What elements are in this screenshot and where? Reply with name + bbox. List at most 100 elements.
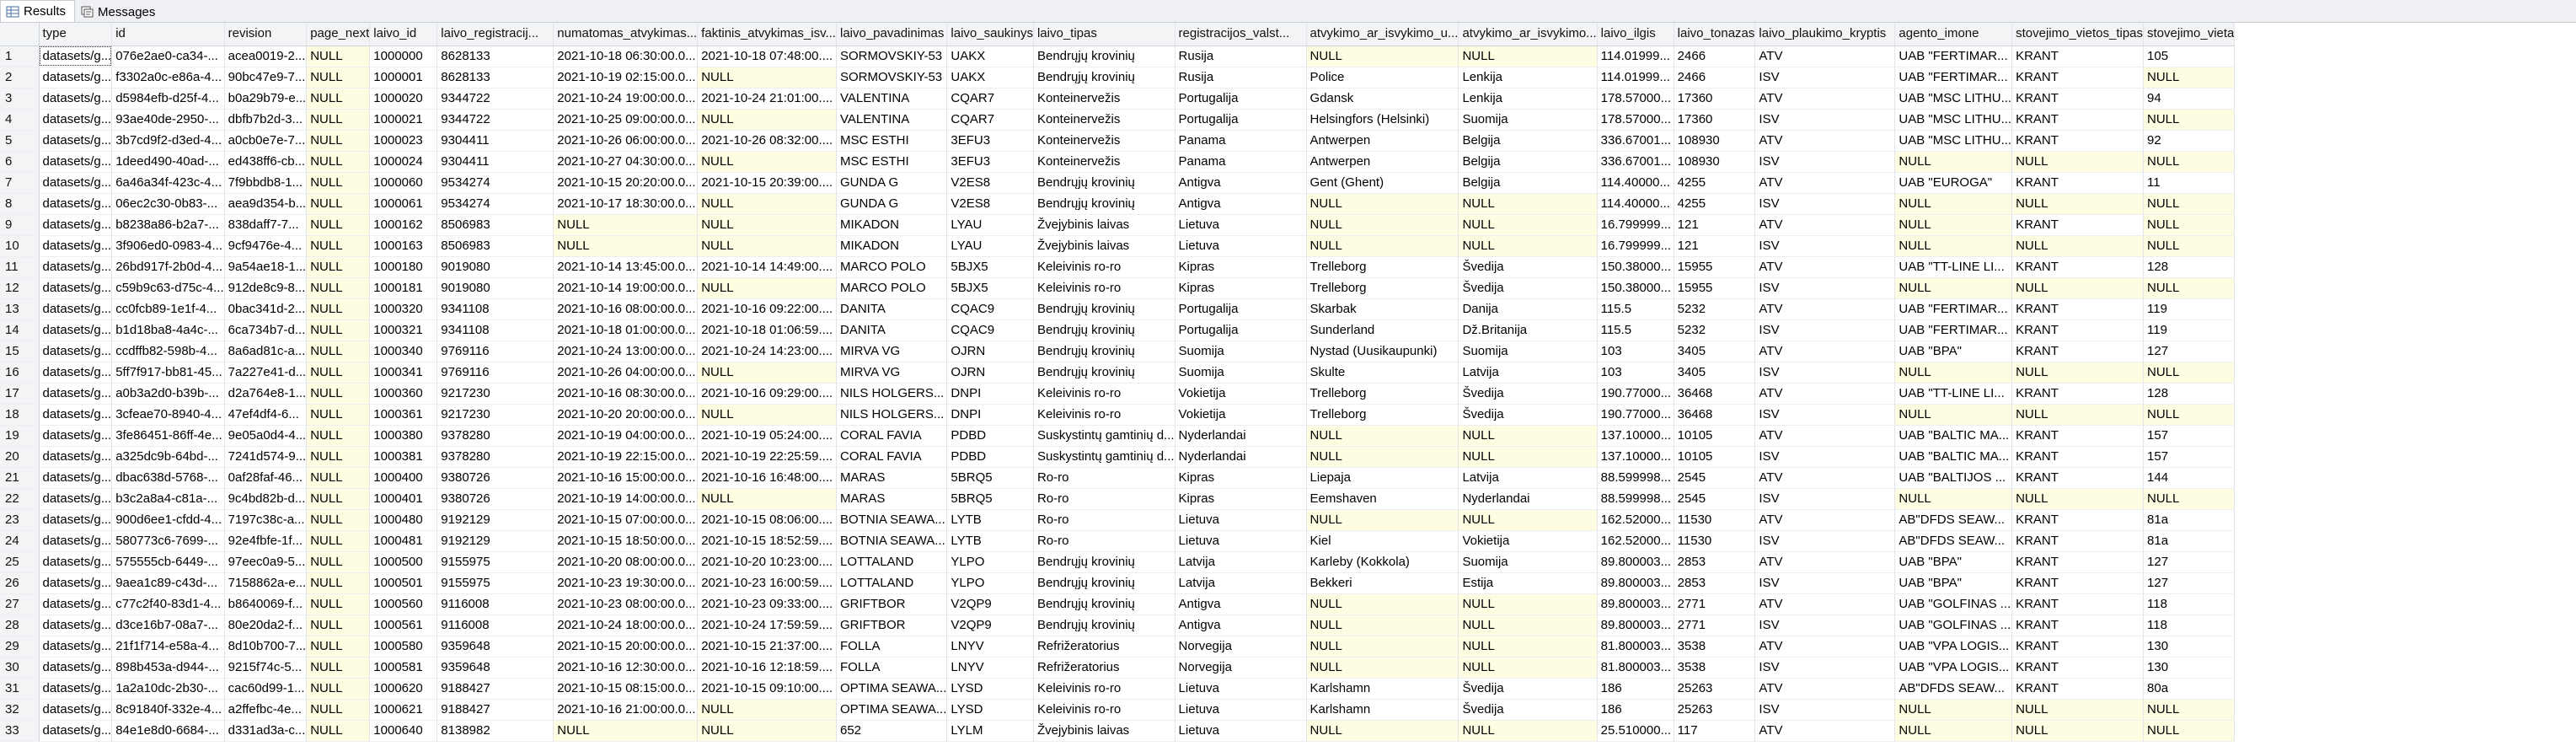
table-cell[interactable]: NULL	[2143, 67, 2236, 89]
table-cell[interactable]: Bendrųjų krovinių	[1033, 46, 1176, 67]
table-cell[interactable]: Panama	[1175, 151, 1307, 173]
table-row[interactable]: 28 datasets/g... d3ce16b7-08a7-... 80e20da2…	[0, 615, 2236, 636]
table-cell[interactable]: 2021-10-19 22:25:59....	[697, 446, 837, 468]
table-cell[interactable]: 1000023	[369, 130, 438, 152]
table-cell[interactable]: 9e05a0d4-4...	[224, 425, 308, 447]
row-number[interactable]: 8	[0, 193, 40, 215]
table-cell[interactable]: UAB "FERTIMAR...	[1894, 67, 2013, 89]
table-cell[interactable]: 2021-10-16 09:22:00....	[697, 298, 837, 320]
table-cell[interactable]: 2021-10-18 01:06:59....	[697, 319, 837, 341]
table-cell[interactable]: NULL	[553, 720, 699, 742]
table-cell[interactable]: ATV	[1754, 341, 1896, 362]
table-cell[interactable]: NULL	[1458, 636, 1598, 657]
table-cell[interactable]: ed438ff6-cb...	[224, 151, 308, 173]
table-cell[interactable]: Nyderlandai	[1458, 488, 1598, 510]
table-cell[interactable]: Žvejybinis laivas	[1033, 720, 1176, 742]
table-cell[interactable]: 1000640	[369, 720, 438, 742]
table-cell[interactable]: 2021-10-16 08:30:00.0...	[553, 383, 699, 405]
table-cell[interactable]: 1000401	[369, 488, 438, 510]
table-cell[interactable]: 1000162	[369, 214, 438, 236]
table-cell[interactable]: 25263	[1674, 699, 1756, 721]
table-cell[interactable]: KRANT	[2011, 130, 2145, 152]
table-cell[interactable]: 2021-10-20 08:00:00.0...	[553, 551, 699, 573]
table-cell[interactable]: NULL	[306, 193, 371, 215]
table-cell[interactable]: 5232	[1674, 319, 1756, 341]
table-cell[interactable]: GUNDA G	[836, 193, 948, 215]
table-cell[interactable]: ATV	[1754, 467, 1896, 489]
table-cell[interactable]: 2021-10-23 09:33:00....	[697, 593, 837, 615]
table-cell[interactable]: 1000480	[369, 509, 438, 531]
table-cell[interactable]: datasets/g...	[39, 593, 113, 615]
table-cell[interactable]: dbfb7b2d-3...	[224, 109, 308, 131]
table-cell[interactable]: 2021-10-15 21:37:00....	[697, 636, 837, 657]
table-cell[interactable]: 2021-10-15 08:15:00.0...	[553, 678, 699, 700]
table-cell[interactable]: 8d10b700-7...	[224, 636, 308, 657]
column-header[interactable]: atvykimo_ar_isvykimo...	[1458, 23, 1598, 46]
table-cell[interactable]: 2021-10-24 17:59:59....	[697, 615, 837, 636]
table-cell[interactable]: 108930	[1674, 151, 1756, 173]
table-row[interactable]: 8 datasets/g... 06ec2c30-0b83-... aea9d354-…	[0, 193, 2236, 215]
table-cell[interactable]: 575555cb-6449-...	[111, 551, 225, 573]
table-cell[interactable]: NULL	[1894, 404, 2013, 426]
table-cell[interactable]: a325dc9b-64bd-...	[111, 446, 225, 468]
table-cell[interactable]: Bendrųjų krovinių	[1033, 362, 1176, 384]
table-cell[interactable]: Švedija	[1458, 404, 1598, 426]
table-cell[interactable]: NULL	[306, 509, 371, 531]
table-cell[interactable]: OJRN	[946, 362, 1034, 384]
row-number[interactable]: 3	[0, 88, 40, 110]
table-cell[interactable]: 2021-10-24 18:00:00.0...	[553, 615, 699, 636]
row-number[interactable]: 14	[0, 319, 40, 341]
table-cell[interactable]: V2QP9	[946, 593, 1034, 615]
table-cell[interactable]: 157	[2143, 446, 2236, 468]
table-cell[interactable]: NULL	[1894, 488, 2013, 510]
table-cell[interactable]: NULL	[306, 720, 371, 742]
table-cell[interactable]: 9359648	[436, 657, 554, 679]
table-cell[interactable]: LYTB	[946, 509, 1034, 531]
table-cell[interactable]: Ro-ro	[1033, 530, 1176, 552]
table-cell[interactable]: UAB "VPA LOGIS...	[1894, 657, 2013, 679]
table-cell[interactable]: Eemshaven	[1306, 488, 1459, 510]
table-cell[interactable]: 2021-10-23 08:00:00.0...	[553, 593, 699, 615]
table-cell[interactable]: Danija	[1458, 298, 1598, 320]
table-cell[interactable]: NULL	[2011, 404, 2145, 426]
table-cell[interactable]: Kipras	[1175, 256, 1307, 278]
table-row[interactable]: 23 datasets/g... 900d6ee1-cfdd-4... 7197c38…	[0, 509, 2236, 531]
table-cell[interactable]: Bendrųjų krovinių	[1033, 172, 1176, 194]
row-number[interactable]: 23	[0, 509, 40, 531]
table-cell[interactable]: AB"DFDS SEAW...	[1894, 530, 2013, 552]
table-cell[interactable]: 9188427	[436, 699, 554, 721]
table-cell[interactable]: ISV	[1754, 319, 1896, 341]
table-cell[interactable]: 3538	[1674, 636, 1756, 657]
table-cell[interactable]: Gent (Ghent)	[1306, 172, 1459, 194]
table-cell[interactable]: Žvejybinis laivas	[1033, 235, 1176, 257]
table-cell[interactable]: NULL	[306, 46, 371, 67]
table-cell[interactable]: Bendrųjų krovinių	[1033, 572, 1176, 594]
table-cell[interactable]: 898b453a-d944-...	[111, 657, 225, 679]
row-number[interactable]: 33	[0, 720, 40, 742]
table-cell[interactable]: 652	[836, 720, 948, 742]
table-cell[interactable]: f3302a0c-e86a-4...	[111, 67, 225, 89]
column-header[interactable]: agento_imone	[1894, 23, 2013, 46]
table-cell[interactable]: 11530	[1674, 530, 1756, 552]
table-cell[interactable]: NULL	[1458, 509, 1598, 531]
table-row[interactable]: 15 datasets/g... ccdffb82-598b-4... 8a6ad81…	[0, 341, 2236, 362]
table-cell[interactable]: LYSD	[946, 678, 1034, 700]
table-cell[interactable]: 1000061	[369, 193, 438, 215]
table-cell[interactable]: Švedija	[1458, 277, 1598, 299]
table-cell[interactable]: 9192129	[436, 509, 554, 531]
table-cell[interactable]: 186	[1597, 699, 1674, 721]
table-cell[interactable]: Sunderland	[1306, 319, 1459, 341]
table-cell[interactable]: Karlshamn	[1306, 678, 1459, 700]
table-cell[interactable]: KRANT	[2011, 509, 2145, 531]
table-cell[interactable]: YLPO	[946, 551, 1034, 573]
table-cell[interactable]: KRANT	[2011, 636, 2145, 657]
table-cell[interactable]: Vokietija	[1175, 404, 1307, 426]
table-cell[interactable]: 2771	[1674, 615, 1756, 636]
table-cell[interactable]: BOTNIA SEAWA...	[836, 530, 948, 552]
table-cell[interactable]: 17360	[1674, 88, 1756, 110]
table-cell[interactable]: Portugalija	[1175, 88, 1307, 110]
table-cell[interactable]: FOLLA	[836, 657, 948, 679]
table-cell[interactable]: 162.52000...	[1597, 530, 1674, 552]
table-cell[interactable]: 5BJX5	[946, 256, 1034, 278]
table-cell[interactable]: 97eec0a9-5...	[224, 551, 308, 573]
